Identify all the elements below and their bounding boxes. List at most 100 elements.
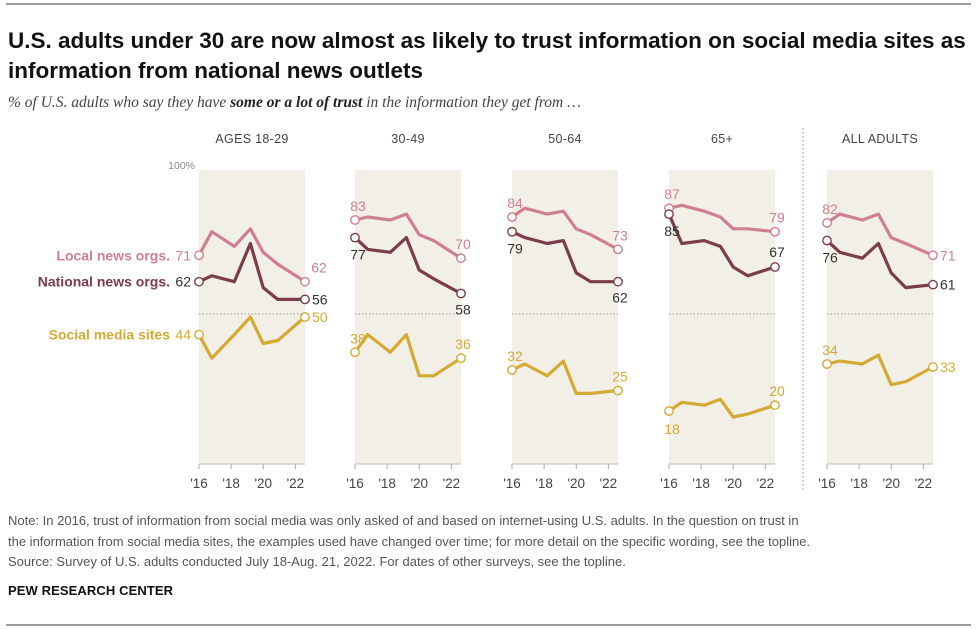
local-end-point xyxy=(770,226,780,237)
social-start-point xyxy=(194,329,204,340)
panel-title: 65+ xyxy=(711,132,733,146)
local-start-point xyxy=(350,215,360,225)
local-start-value: 71 xyxy=(175,247,191,263)
local-end-value: 70 xyxy=(455,236,471,252)
social-series-line xyxy=(825,353,935,387)
x-tick-label: '20 xyxy=(724,476,742,491)
national-start-value: 62 xyxy=(175,274,191,290)
social-end-value: 36 xyxy=(455,336,471,352)
panel-title: 30-49 xyxy=(391,132,424,146)
national-end-point xyxy=(613,276,623,287)
organization-credit: PEW RESEARCH CENTER xyxy=(8,583,174,598)
bottom-rule xyxy=(6,624,971,626)
social-end-point xyxy=(456,353,466,364)
panel-background xyxy=(669,170,775,464)
national-series-line xyxy=(197,241,307,301)
national-end-value: 61 xyxy=(940,277,956,293)
x-tick-label: '18 xyxy=(535,476,553,491)
x-tick-label: '16 xyxy=(346,476,364,491)
local-start-value: 82 xyxy=(822,201,838,217)
x-tick-label: '16 xyxy=(190,476,208,491)
local-series-line xyxy=(353,212,463,260)
social-end-point xyxy=(300,312,310,322)
national-series-name: National news orgs. xyxy=(38,274,170,290)
x-tick-label: '18 xyxy=(850,476,868,491)
panel-title: 50-64 xyxy=(548,132,581,146)
national-end-point xyxy=(456,288,466,299)
local-start-point xyxy=(507,212,517,222)
local-end-point xyxy=(300,276,310,287)
x-tick-label: '16 xyxy=(660,476,678,491)
social-series-line xyxy=(353,333,463,378)
source-line: Source: Survey of U.S. adults conducted … xyxy=(8,554,626,569)
social-start-value: 38 xyxy=(350,330,366,346)
local-end-value: 62 xyxy=(311,260,327,276)
social-start-value: 34 xyxy=(822,342,838,358)
social-start-point xyxy=(507,365,517,375)
note-line-2: the information from social media sites,… xyxy=(8,533,811,549)
x-tick-label: '18 xyxy=(378,476,396,491)
local-start-value: 87 xyxy=(664,186,680,202)
national-end-value: 62 xyxy=(612,290,628,306)
national-end-value: 58 xyxy=(455,301,471,317)
social-series-line xyxy=(667,397,777,419)
x-tick-label: '20 xyxy=(254,476,272,491)
local-end-point xyxy=(456,253,466,264)
local-series-line xyxy=(510,206,620,251)
national-end-point xyxy=(770,262,780,272)
national-start-point xyxy=(664,209,674,220)
national-series-line xyxy=(825,239,935,290)
x-tick-label: '22 xyxy=(287,476,305,491)
x-tick-label: '18 xyxy=(222,476,240,491)
local-series-name: Local news orgs. xyxy=(56,247,170,263)
subtitle-emphasis: some or a lot of trust xyxy=(230,94,363,111)
national-start-point xyxy=(350,232,360,243)
small-multiples-chart: 100% AGES 18-29 '16 '18 '20 '22 71 62 62 56 44 50 30… xyxy=(38,128,956,491)
social-end-value: 20 xyxy=(769,383,785,399)
social-series-line xyxy=(197,315,307,360)
note-line-1: Note: In 2016, trust of information from… xyxy=(8,513,799,528)
national-series-line xyxy=(510,230,620,284)
x-tick-label: '20 xyxy=(410,476,428,491)
social-series-line xyxy=(510,359,620,395)
local-end-point xyxy=(928,250,938,261)
national-end-value: 56 xyxy=(312,291,328,307)
local-end-value: 73 xyxy=(612,227,628,243)
local-end-value: 79 xyxy=(769,210,785,226)
panel-background xyxy=(512,170,618,464)
panel-title: AGES 18-29 xyxy=(215,132,288,146)
subtitle-post: in the information they get from … xyxy=(362,94,581,111)
local-end-value: 71 xyxy=(940,247,956,263)
national-start-point xyxy=(822,235,832,246)
x-tick-label: '22 xyxy=(600,476,618,491)
panel-title: ALL ADULTS xyxy=(842,132,918,146)
local-start-point xyxy=(194,250,204,261)
social-end-point xyxy=(613,385,623,396)
social-start-value: 18 xyxy=(664,421,680,437)
x-tick-label: '16 xyxy=(503,476,521,491)
national-end-point xyxy=(928,279,938,290)
social-end-point xyxy=(770,400,780,411)
social-start-point xyxy=(822,359,832,369)
local-start-value: 84 xyxy=(507,195,523,211)
chart-notes: Note: In 2016, trust of information from… xyxy=(8,511,973,573)
national-end-value: 67 xyxy=(769,244,785,260)
social-start-value: 44 xyxy=(175,327,191,343)
social-series-name: Social media sites xyxy=(49,327,171,343)
x-tick-label: '22 xyxy=(915,476,933,491)
national-start-point xyxy=(507,226,517,237)
social-end-value: 50 xyxy=(312,309,328,325)
chart-title: U.S. adults under 30 are now almost as l… xyxy=(8,28,966,83)
national-end-point xyxy=(300,294,310,305)
top-rule xyxy=(6,3,971,5)
local-series-line xyxy=(197,227,307,284)
national-start-point xyxy=(194,276,204,287)
social-end-point xyxy=(928,362,938,372)
x-tick-label: '20 xyxy=(567,476,585,491)
local-series-line xyxy=(825,212,935,257)
national-series-line xyxy=(667,212,777,278)
national-series-line xyxy=(353,236,463,296)
y-axis-top-label: 100% xyxy=(168,160,195,172)
national-start-value: 76 xyxy=(822,250,838,266)
x-tick-label: '22 xyxy=(443,476,461,491)
